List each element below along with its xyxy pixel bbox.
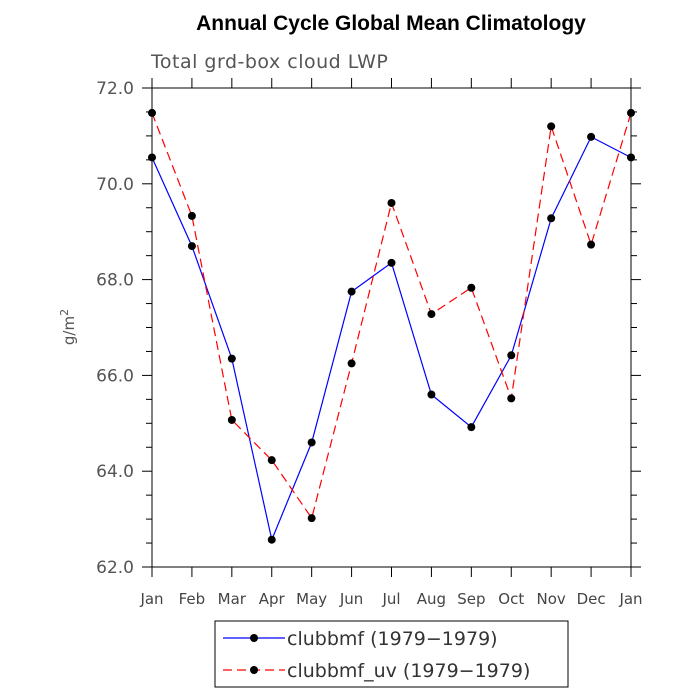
chart-subtitle: Total grd-box cloud LWP — [150, 51, 388, 73]
series-1-point — [227, 354, 236, 363]
x-tick-label: Jan — [139, 590, 163, 608]
x-tick-label: Feb — [179, 590, 206, 608]
legend-label-2: clubbmf_uv (1979−1979) — [287, 660, 530, 682]
legend-label-1: clubbmf (1979−1979) — [287, 628, 498, 650]
axes: 62.0 64.0 66.0 68.0 70.0 72.0 Jan Feb Mar Apr May J… — [96, 78, 643, 608]
series-1-point — [467, 423, 476, 432]
series-1-point — [347, 287, 356, 296]
chart-title: Annual Cycle Global Mean Climatology — [196, 12, 586, 35]
legend-marker-1 — [250, 634, 258, 642]
series-2-point — [547, 122, 556, 131]
series-2-point — [507, 394, 516, 403]
series-2-point — [267, 456, 276, 465]
series-1-point — [267, 535, 276, 544]
y-axis-label-unit: g/m — [60, 316, 78, 345]
x-tick-label: Oct — [498, 590, 524, 608]
series-1-point — [307, 438, 316, 447]
series-2-point — [387, 198, 396, 207]
x-tick-label: Dec — [577, 590, 606, 608]
series-2-point — [307, 514, 316, 523]
series-1-point — [148, 153, 156, 162]
series-1-point — [187, 242, 196, 251]
plot-frame — [151, 87, 632, 568]
series-2-point — [627, 108, 635, 117]
series-1-point — [547, 214, 556, 223]
series-line-2 — [151, 112, 632, 520]
legend-box — [214, 620, 569, 688]
x-tick-label: Jan — [618, 590, 642, 608]
series-1-point — [507, 351, 516, 360]
y-axis-label-exponent: 2 — [58, 309, 71, 316]
x-tick-label: Mar — [218, 590, 247, 608]
legend-marker-2 — [250, 666, 258, 674]
y-tick-label: 72.0 — [96, 79, 134, 99]
y-tick-label: 64.0 — [96, 462, 134, 482]
series-2-point — [187, 211, 196, 220]
series-2-point — [587, 240, 596, 249]
y-tick-label: 66.0 — [96, 366, 134, 386]
series-1-point — [427, 390, 436, 399]
x-tick-label: Apr — [259, 590, 286, 608]
series-2-point — [227, 415, 236, 424]
y-tick-label: 62.0 — [96, 558, 134, 578]
legend: clubbmf (1979−1979) clubbmf_uv (1979−1979… — [214, 620, 569, 688]
y-tick-label: 70.0 — [96, 175, 134, 195]
y-tick-label: 68.0 — [96, 271, 134, 291]
x-tick-label: Jul — [381, 590, 400, 608]
y-axis-label: g/m2 — [58, 309, 78, 345]
series-2-point — [148, 108, 156, 117]
x-tick-label: Aug — [417, 590, 446, 608]
series-2-point — [467, 283, 476, 292]
series-1-point — [387, 258, 396, 267]
series-2-point — [347, 359, 356, 368]
series-layer — [148, 108, 635, 544]
x-tick-label: Jun — [339, 590, 363, 608]
series-1-point — [587, 132, 596, 141]
x-tick-label: May — [296, 590, 327, 608]
series-line-1 — [151, 136, 632, 542]
x-tick-label: Sep — [457, 590, 485, 608]
x-tick-label: Nov — [537, 590, 566, 608]
series-1-point — [627, 153, 635, 162]
series-2-point — [427, 310, 436, 319]
